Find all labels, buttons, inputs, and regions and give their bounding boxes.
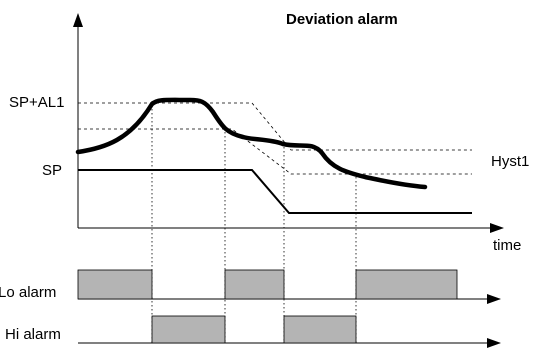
hi-alarm-active-1 xyxy=(151,315,226,344)
hysteresis-threshold-line xyxy=(78,128,472,175)
lo-alarm-label: Lo alarm xyxy=(0,284,56,301)
setpoint-line xyxy=(78,169,472,214)
process-value-curve xyxy=(75,97,428,190)
sp-label: SP xyxy=(42,162,62,179)
hi-alarm-label: Hi alarm xyxy=(5,326,61,343)
lo-alarm-active-3 xyxy=(355,269,458,300)
diagram-title: Deviation alarm xyxy=(286,11,398,28)
hysteresis-label: Hyst1 xyxy=(491,153,529,170)
time-label: time xyxy=(493,237,521,254)
sp-al1-label: SP+AL1 xyxy=(9,94,64,111)
sp-al1-threshold-line xyxy=(78,102,472,151)
hi-alarm-active-2 xyxy=(283,315,357,344)
lo-alarm-active-2 xyxy=(224,269,285,300)
lo-alarm-active-1 xyxy=(77,269,153,300)
